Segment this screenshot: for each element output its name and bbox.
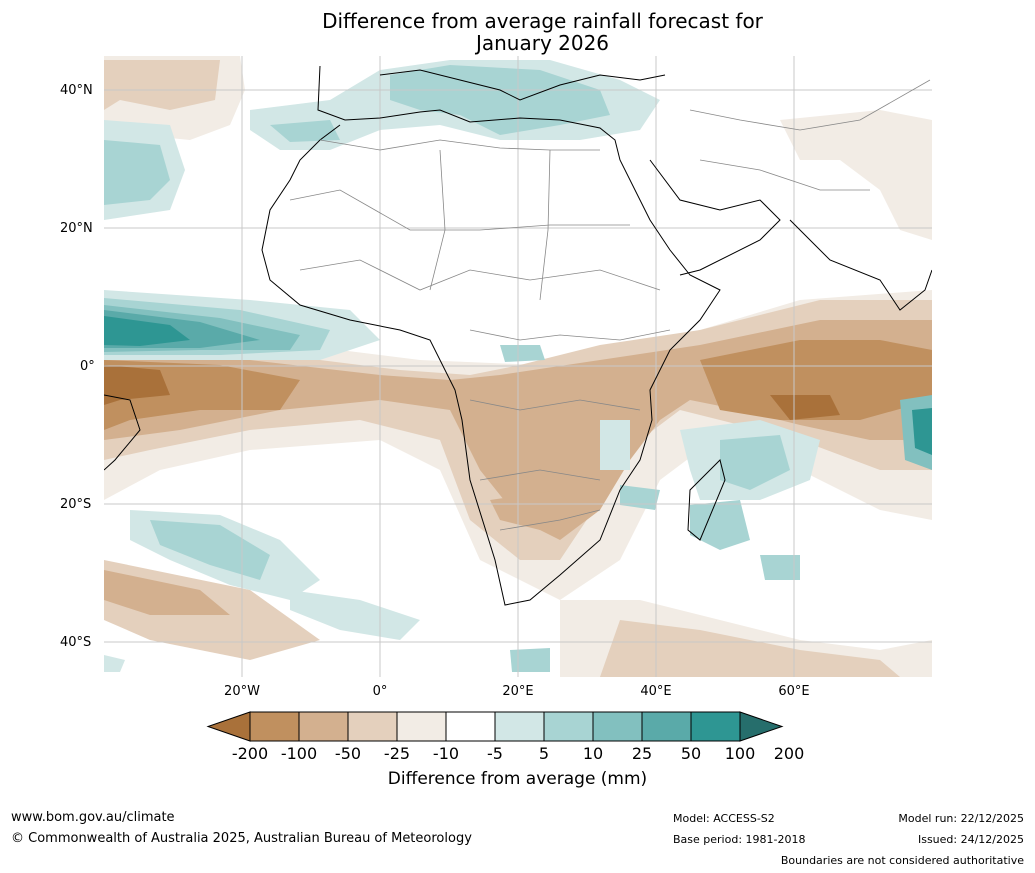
colorbar-label: -10 [432,744,460,763]
lat-tick-0: 0° [80,359,95,374]
footer-disclaimer: Boundaries are not considered authoritat… [780,854,1024,867]
colorbar-label: 10 [582,744,604,763]
map-area [104,56,932,677]
colorbar-label: -50 [334,744,362,763]
colorbar-label: 200 [773,744,805,763]
colorbar-cell [690,711,741,742]
colorbar-cell [641,711,692,742]
title-line2: January 2026 [475,31,610,55]
colorbar-label: 25 [631,744,653,763]
colorbar-label: -100 [280,744,318,763]
lon-tick-60e: 60°E [778,684,810,699]
colorbar-label: 100 [724,744,756,763]
footer-model-run: Model run: 22/12/2025 [898,812,1024,825]
footer-base-period: Base period: 1981-2018 [673,833,806,846]
colorbar-cell [592,711,643,742]
colorbar-cell [543,711,594,742]
colorbar-label: -200 [231,744,269,763]
lon-tick-20e: 20°E [502,684,534,699]
country-boundaries [289,79,931,531]
colorbar-label: 50 [680,744,702,763]
colorbar-cell [396,711,447,742]
graticule [104,56,932,677]
colorbar-label: 5 [538,744,550,763]
lat-tick-20n: 20°N [60,221,93,236]
colorbar-extend-low [206,711,251,742]
colorbar-extend-high [739,711,784,742]
footer-url[interactable]: www.bom.gov.au/climate [11,810,175,825]
lat-tick-20s: 20°S [60,497,92,512]
colorbar-cell [494,711,545,742]
lon-tick-20w: 20°W [224,684,260,699]
colorbar-label: -25 [383,744,411,763]
colorbar-cell [347,711,398,742]
coastlines [104,65,932,606]
colorbar-label: -5 [487,744,503,763]
colorbar-title: Difference from average (mm) [387,769,648,789]
colorbar-cell [298,711,349,742]
footer-model: Model: ACCESS-S2 [673,812,775,825]
colorbar-cell [249,711,300,742]
colorbar-cell [445,711,496,742]
map-title: Difference from average rainfall forecas… [0,10,1035,54]
lon-tick-0: 0° [372,684,388,699]
footer-copyright: © Commonwealth of Australia 2025, Austra… [11,831,472,846]
footer-issued: Issued: 24/12/2025 [917,833,1024,846]
lon-tick-40e: 40°E [640,684,672,699]
title-line1: Difference from average rainfall forecas… [322,9,763,33]
lat-tick-40n: 40°N [60,83,93,98]
lat-tick-40s: 40°S [60,635,92,650]
